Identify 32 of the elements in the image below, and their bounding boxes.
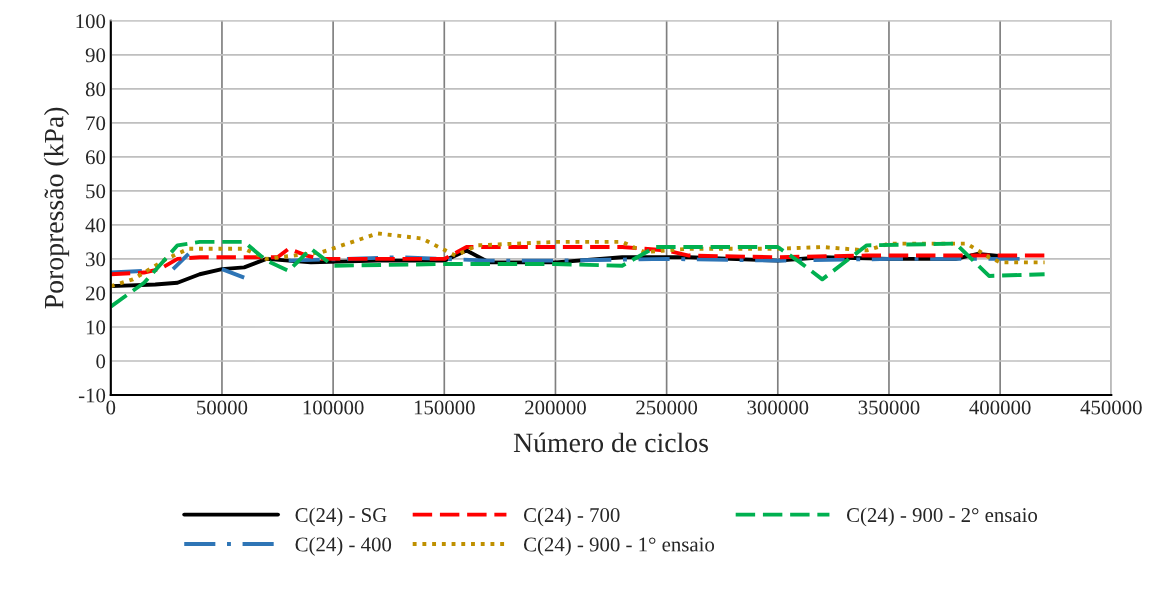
y-tick-label: 60 bbox=[85, 150, 106, 165]
x-tick-label: 450000 bbox=[1080, 400, 1142, 415]
x-tick-label: 0 bbox=[106, 400, 116, 415]
legend-label: C(24) - 900 - 1° ensaio bbox=[523, 536, 715, 556]
x-axis-title: Número de ciclos bbox=[513, 432, 708, 453]
x-tick-label: 300000 bbox=[747, 400, 809, 415]
x-tick-label: 400000 bbox=[969, 400, 1031, 415]
legend-label: C(24) - 700 bbox=[523, 507, 620, 527]
line-series bbox=[110, 245, 1047, 277]
x-tick-label: 350000 bbox=[858, 400, 920, 415]
legend-label: C(24) - SG bbox=[295, 507, 387, 527]
y-tick-label: 40 bbox=[85, 218, 106, 233]
legend-label: C(24) - 900 - 2° ensaio bbox=[846, 507, 1038, 527]
y-tick-label: 80 bbox=[85, 82, 106, 97]
y-axis-title: Poropressão (kPa) bbox=[43, 107, 70, 309]
x-tick-label: 50000 bbox=[197, 400, 248, 415]
y-tick-label: 70 bbox=[86, 116, 106, 131]
x-tick-label: 150000 bbox=[414, 400, 475, 415]
y-tick-label: 20 bbox=[86, 286, 106, 301]
y-tick-label: 100 bbox=[76, 14, 106, 29]
y-tick-label: -10 bbox=[78, 388, 106, 403]
x-tick-label: 200000 bbox=[525, 400, 586, 415]
y-tick-label: 30 bbox=[86, 252, 106, 267]
x-tick-label: 100000 bbox=[303, 400, 364, 415]
x-tick-label: 250000 bbox=[636, 400, 698, 415]
y-tick-label: 50 bbox=[86, 184, 106, 199]
line-series bbox=[110, 239, 1047, 309]
y-tick-label: 0 bbox=[96, 354, 106, 369]
y-tick-label: 90 bbox=[85, 48, 106, 63]
legend-label: C(24) - 400 bbox=[295, 536, 392, 556]
y-tick-label: 10 bbox=[86, 320, 106, 335]
line-series bbox=[110, 231, 1047, 289]
